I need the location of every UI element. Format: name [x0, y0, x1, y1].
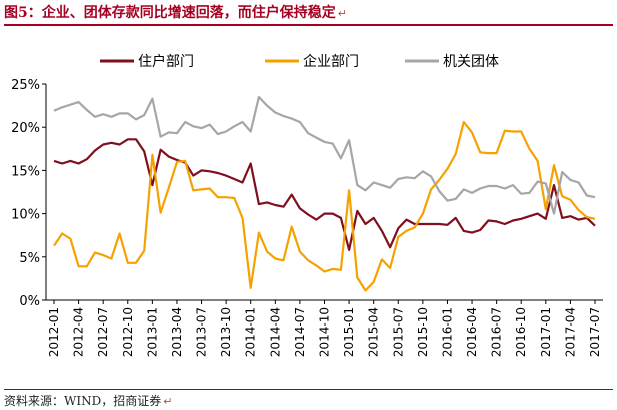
legend: 住户部门 企业部门 机关团体 — [100, 53, 499, 70]
paragraph-mark-icon: ↵ — [163, 395, 173, 408]
x-tick-label: 2014-10 — [318, 307, 332, 357]
x-tick-label: 2016-04 — [465, 307, 479, 357]
title-bar: 图5：企业、团体存款同比增速回落，而住户保持稳定 ↵ — [4, 2, 613, 26]
line-chart: 住户部门 企业部门 机关团体 0% 5% 10% 15% 20% 25% 2012-01 2012… — [11, 53, 603, 357]
source-bar: 资料来源：WIND，招商证券 ↵ — [4, 389, 613, 408]
x-tick-label: 2017-04 — [563, 307, 577, 357]
y-tick-label: 15% — [11, 164, 40, 179]
legend-label: 机关团体 — [443, 54, 499, 70]
source-note: 资料来源：WIND，招商证券 — [4, 394, 162, 408]
y-tick-label: 25% — [11, 78, 40, 93]
x-tick-label: 2014-01 — [244, 307, 258, 357]
x-tick-label: 2012-10 — [121, 307, 135, 357]
y-tick-label: 5% — [19, 251, 40, 266]
series-line — [53, 95, 596, 215]
x-tick-label: 2016-01 — [440, 307, 454, 357]
series-line — [53, 120, 596, 292]
x-tick-label: 2012-07 — [96, 307, 110, 357]
x-tick-label: 2013-01 — [145, 307, 159, 357]
y-tick-label: 10% — [11, 208, 40, 223]
series-lines — [53, 95, 596, 292]
x-tick-label: 2016-07 — [490, 307, 504, 357]
x-tick-label: 2016-10 — [514, 307, 528, 357]
x-tick-label: 2014-07 — [293, 307, 307, 357]
x-tick-label: 2012-01 — [47, 307, 61, 357]
x-tick-label: 2017-01 — [539, 307, 553, 357]
paragraph-mark-icon: ↵ — [337, 7, 347, 20]
x-tick-label: 2013-07 — [195, 307, 209, 357]
x-tick-label: 2014-04 — [268, 307, 282, 357]
x-tick-label: 2015-04 — [367, 307, 381, 357]
x-tick-label: 2012-04 — [72, 307, 86, 357]
x-tick-label: 2015-10 — [416, 307, 430, 357]
x-tick-label: 2013-10 — [219, 307, 233, 357]
y-tick-label: 20% — [11, 121, 40, 136]
series-line — [53, 138, 596, 251]
x-tick-label: 2015-07 — [391, 307, 405, 357]
x-tick-label: 2017-07 — [588, 307, 602, 357]
y-tick-label: 0% — [19, 294, 40, 309]
axes: 0% 5% 10% 15% 20% 25% 2012-01 2012-04 2012-07 201… — [11, 78, 603, 357]
figure-title: 图5：企业、团体存款同比增速回落，而住户保持稳定 — [4, 5, 336, 21]
x-tick-label: 2015-01 — [342, 307, 356, 357]
x-tick-label: 2013-04 — [170, 307, 184, 357]
legend-label: 住户部门 — [138, 53, 194, 70]
legend-label: 企业部门 — [303, 53, 359, 70]
